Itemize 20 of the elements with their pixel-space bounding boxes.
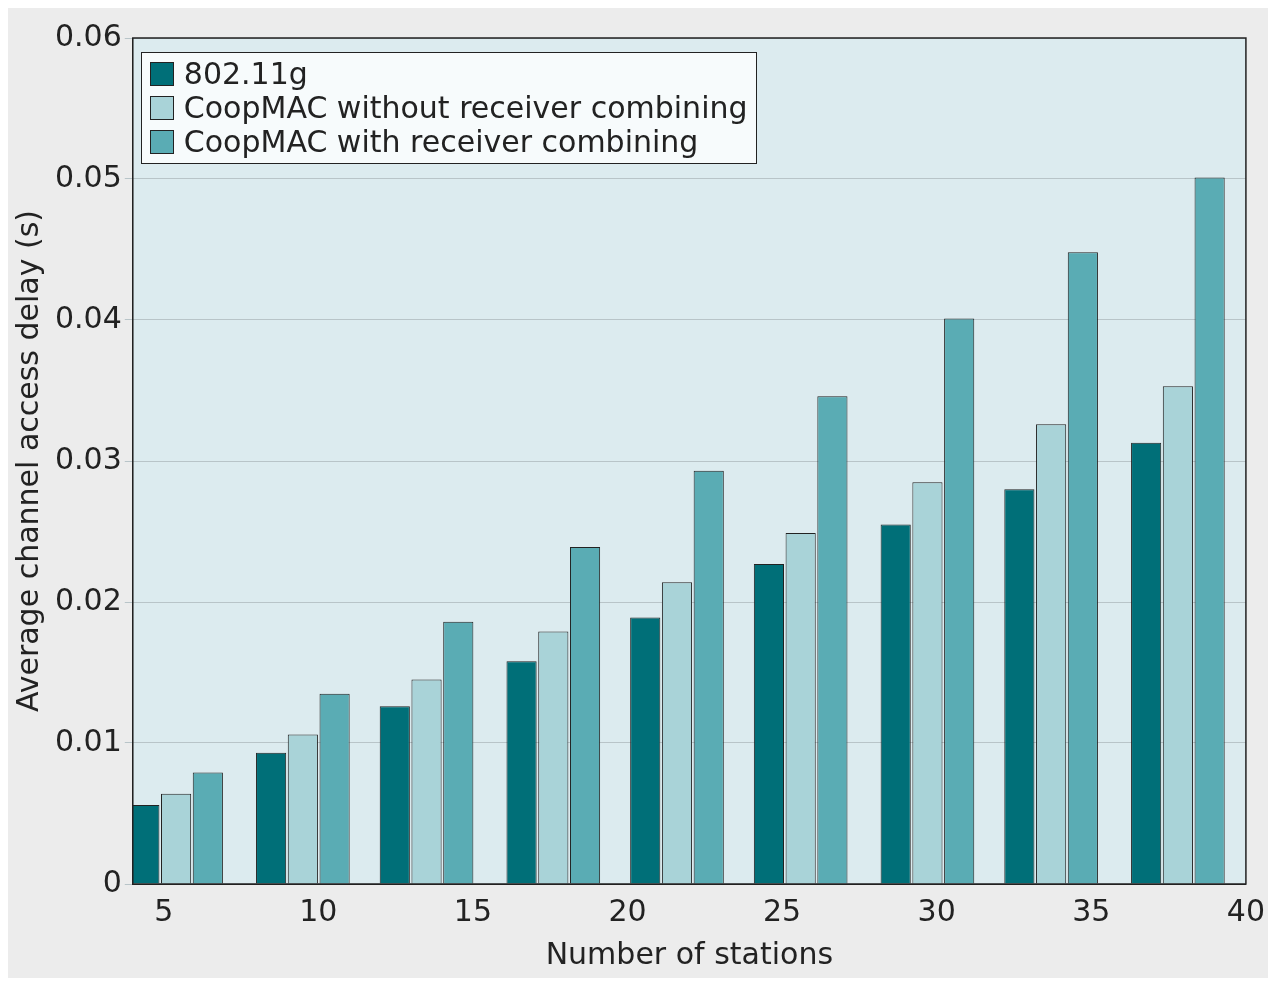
y-axis-title: Average channel access delay (s) [9, 209, 45, 713]
y-tick-label: 0.05 [55, 158, 122, 194]
y-tick-label: 0.02 [55, 581, 122, 617]
legend-label: CoopMAC with receiver combining [183, 124, 699, 159]
legend-label: CoopMAC without receiver combining [183, 90, 748, 125]
legend-label: 802.11g [183, 56, 308, 91]
x-tick-label: 10 [299, 892, 338, 928]
x-tick-label: 25 [763, 892, 802, 928]
x-tick-label: 20 [608, 892, 647, 928]
x-axis-title: Number of stations [545, 935, 834, 971]
y-tick-label: 0 [102, 863, 122, 899]
x-tick-label: 15 [453, 892, 493, 928]
y-tick-label: 0.03 [55, 440, 122, 476]
y-tick-label: 0.06 [55, 17, 122, 53]
y-tick-label: 0.01 [55, 722, 122, 758]
x-tick-label: 40 [1226, 892, 1266, 928]
x-tick-label: 30 [917, 892, 956, 928]
x-tick-label: 5 [154, 892, 174, 928]
y-tick-label: 0.04 [55, 299, 122, 335]
x-tick-label: 35 [1072, 892, 1111, 928]
